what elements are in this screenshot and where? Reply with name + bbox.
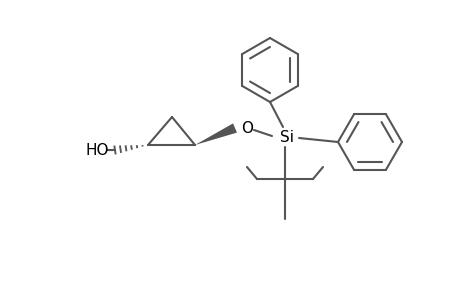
Text: Si: Si [280, 130, 293, 145]
Text: O: O [241, 121, 252, 136]
Text: HO: HO [85, 142, 108, 158]
Polygon shape [195, 123, 236, 145]
